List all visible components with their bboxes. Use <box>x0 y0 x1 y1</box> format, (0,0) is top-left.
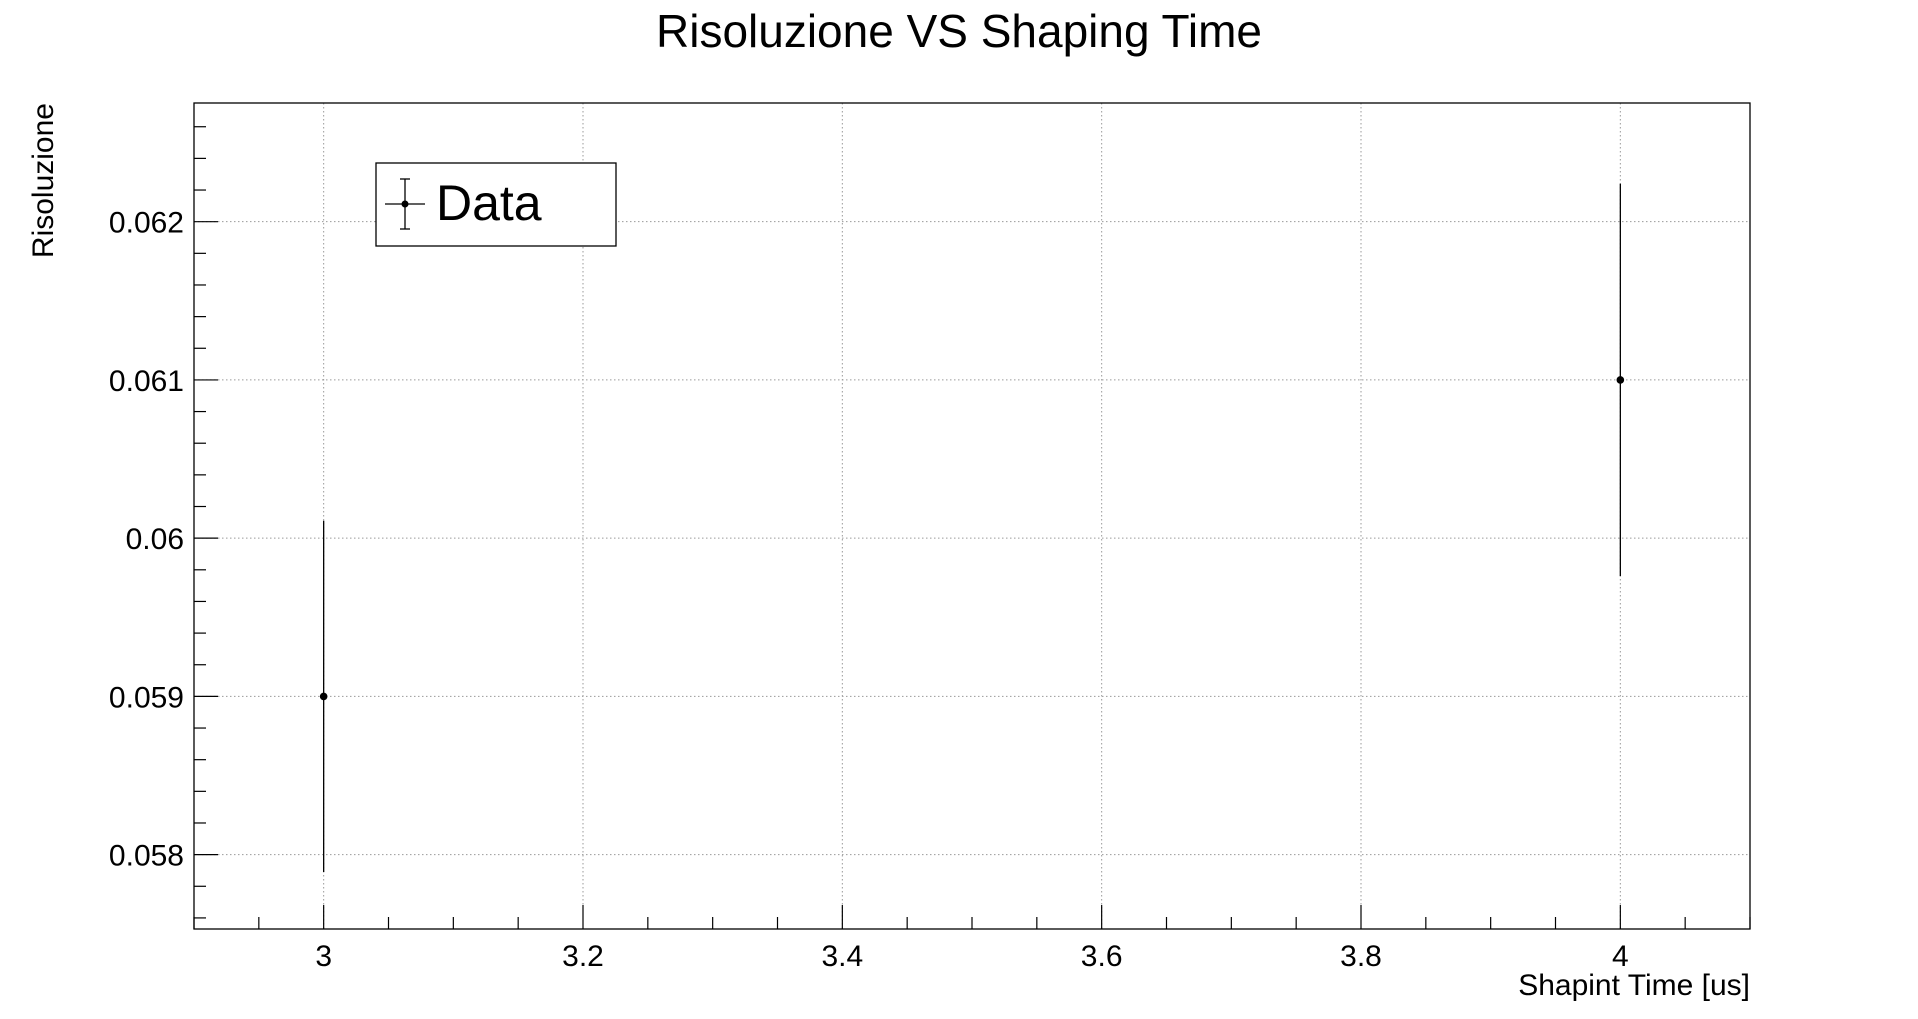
data-points <box>319 183 1625 873</box>
x-tick-label: 3 <box>315 940 332 973</box>
x-tick-label: 4 <box>1612 940 1629 973</box>
y-tick-label: 0.058 <box>109 840 184 873</box>
y-tick-label: 0.059 <box>109 681 184 714</box>
y-tick-label: 0.06 <box>126 523 184 556</box>
y-tick-label: 0.062 <box>109 207 184 240</box>
data-point <box>319 692 328 701</box>
legend-marker-dot <box>401 200 409 208</box>
y-axis-label: Risoluzione <box>27 103 60 258</box>
x-tick-label: 3.4 <box>821 940 863 973</box>
legend-label: Data <box>436 175 542 231</box>
chart-title: Risoluzione VS Shaping Time <box>656 5 1262 57</box>
legend: Data <box>375 162 617 247</box>
x-tick-label: 3.6 <box>1081 940 1123 973</box>
data-point <box>1616 376 1625 384</box>
x-axis-label: Shapint Time [us] <box>1518 969 1750 1002</box>
y-tick-label: 0.061 <box>109 365 184 398</box>
x-tick-labels: 3 3.2 3.4 3.6 3.8 4 <box>315 940 1628 973</box>
axis-ticks <box>193 126 1751 929</box>
x-tick-label: 3.2 <box>562 940 604 973</box>
y-tick-labels: 0.058 0.059 0.06 0.061 0.062 <box>109 207 184 873</box>
x-tick-label: 3.8 <box>1340 940 1382 973</box>
grid <box>194 103 1750 929</box>
